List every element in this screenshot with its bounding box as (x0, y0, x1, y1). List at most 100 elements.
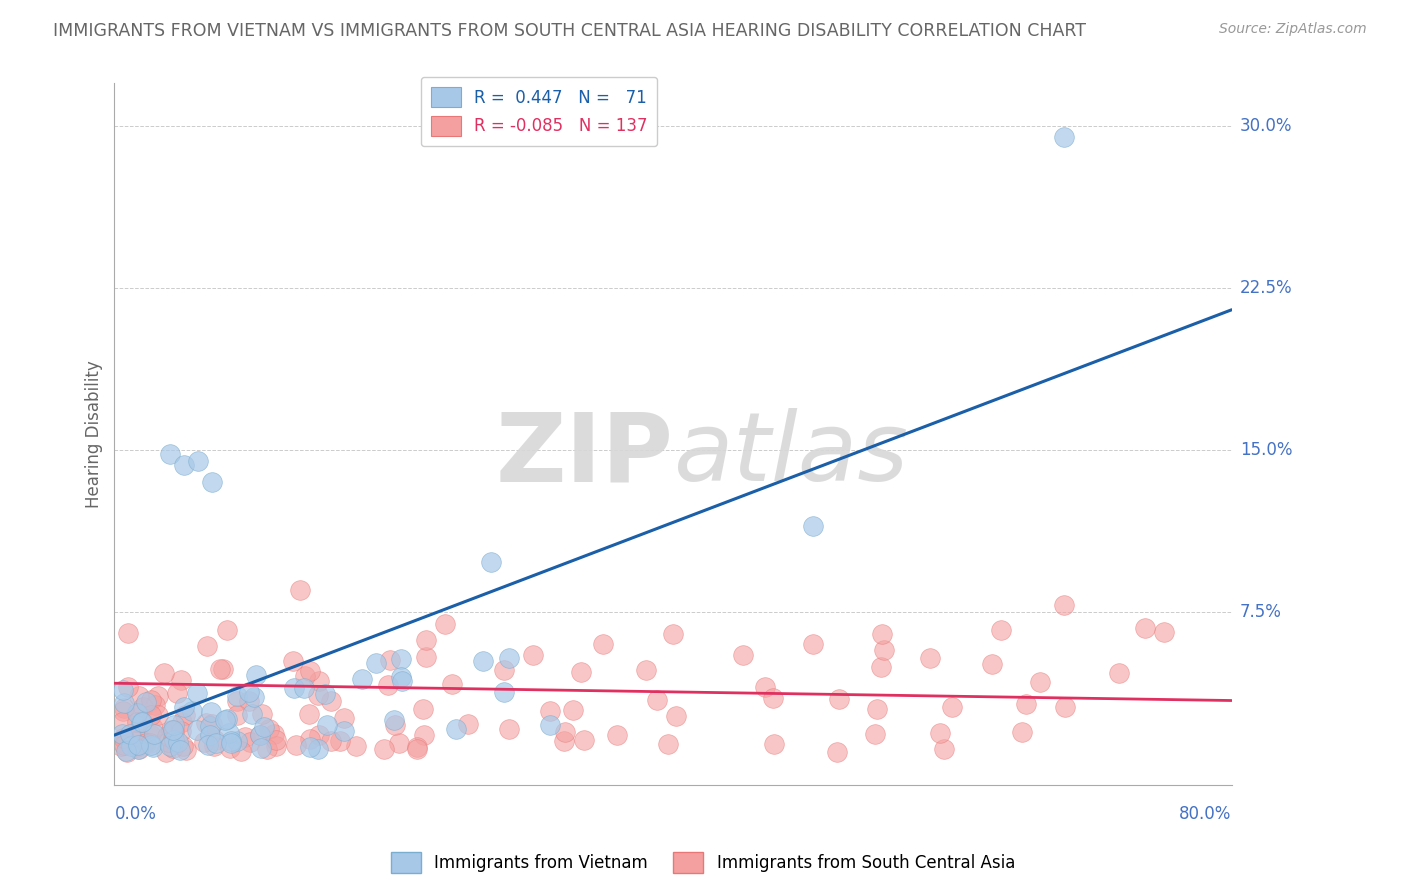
Text: 7.5%: 7.5% (1240, 603, 1282, 621)
Point (332, 723, 354, 738)
Point (471, 654, 494, 668)
Point (382, 713, 405, 727)
Point (201, 475, 224, 490)
Point (112, 701, 135, 715)
Point (494, 664, 516, 678)
Point (865, 727, 887, 741)
Point (415, 633, 437, 648)
Text: atlas: atlas (673, 409, 908, 501)
Point (219, 736, 242, 750)
Point (1108, 666, 1130, 681)
Point (197, 738, 219, 752)
Point (522, 648, 544, 662)
Point (434, 616, 457, 631)
Point (264, 733, 287, 747)
Point (307, 689, 329, 703)
Point (135, 695, 157, 709)
Point (172, 739, 194, 753)
Point (242, 707, 264, 722)
Point (214, 713, 236, 727)
Point (288, 583, 311, 598)
Point (146, 689, 169, 703)
Point (827, 745, 849, 759)
Point (112, 682, 135, 697)
Point (159, 739, 181, 753)
Point (193, 734, 215, 748)
Point (377, 678, 399, 692)
Y-axis label: Hearing Disability: Hearing Disability (86, 360, 103, 508)
Point (112, 696, 135, 710)
Point (115, 745, 138, 759)
Point (238, 685, 260, 699)
Point (195, 715, 218, 730)
Point (662, 626, 685, 640)
Text: 0.0%: 0.0% (114, 805, 156, 823)
Point (801, 518, 824, 533)
Point (307, 742, 329, 756)
Point (538, 704, 561, 718)
Point (173, 458, 195, 472)
Point (112, 738, 135, 752)
Text: IMMIGRANTS FROM VIETNAM VS IMMIGRANTS FROM SOUTH CENTRAL ASIA HEARING DISABILITY: IMMIGRANTS FROM VIETNAM VS IMMIGRANTS FR… (53, 22, 1087, 40)
Point (553, 734, 575, 748)
Point (173, 700, 195, 714)
Point (1011, 724, 1033, 739)
Point (554, 725, 576, 739)
Text: 80.0%: 80.0% (1180, 805, 1232, 823)
Point (866, 702, 889, 716)
Point (731, 648, 754, 662)
Point (172, 715, 194, 730)
Point (139, 708, 162, 723)
Point (762, 737, 785, 751)
Point (283, 654, 305, 668)
Point (1153, 625, 1175, 640)
Point (299, 739, 322, 754)
Point (492, 685, 515, 699)
Point (127, 742, 149, 756)
Point (828, 692, 851, 706)
Point (156, 729, 179, 743)
Point (761, 690, 783, 705)
Point (378, 653, 401, 667)
Point (283, 681, 305, 696)
Point (389, 651, 412, 665)
Point (156, 735, 179, 749)
Point (135, 736, 157, 750)
Point (257, 723, 280, 737)
Point (110, 739, 132, 754)
Point (1053, 129, 1076, 144)
Point (217, 712, 239, 726)
Point (111, 714, 134, 729)
Point (388, 736, 411, 750)
Point (249, 728, 271, 742)
Point (219, 734, 242, 748)
Point (1133, 621, 1156, 635)
Point (263, 727, 285, 741)
Point (117, 680, 139, 694)
Point (163, 724, 186, 739)
Point (163, 724, 186, 739)
Point (870, 659, 893, 673)
Point (592, 637, 614, 651)
Point (162, 723, 184, 737)
Point (160, 723, 183, 738)
Point (391, 670, 413, 684)
Point (180, 704, 202, 718)
Point (225, 734, 247, 748)
Point (138, 735, 160, 749)
Point (253, 720, 276, 734)
Point (245, 667, 267, 681)
Point (159, 447, 181, 461)
Point (498, 722, 520, 736)
Point (187, 454, 209, 468)
Point (481, 555, 503, 569)
Point (117, 625, 139, 640)
Point (645, 693, 668, 707)
Point (127, 738, 149, 752)
Point (352, 672, 374, 686)
Point (111, 727, 134, 741)
Point (208, 662, 231, 676)
Point (176, 743, 198, 757)
Point (308, 673, 330, 688)
Text: 22.5%: 22.5% (1240, 279, 1292, 297)
